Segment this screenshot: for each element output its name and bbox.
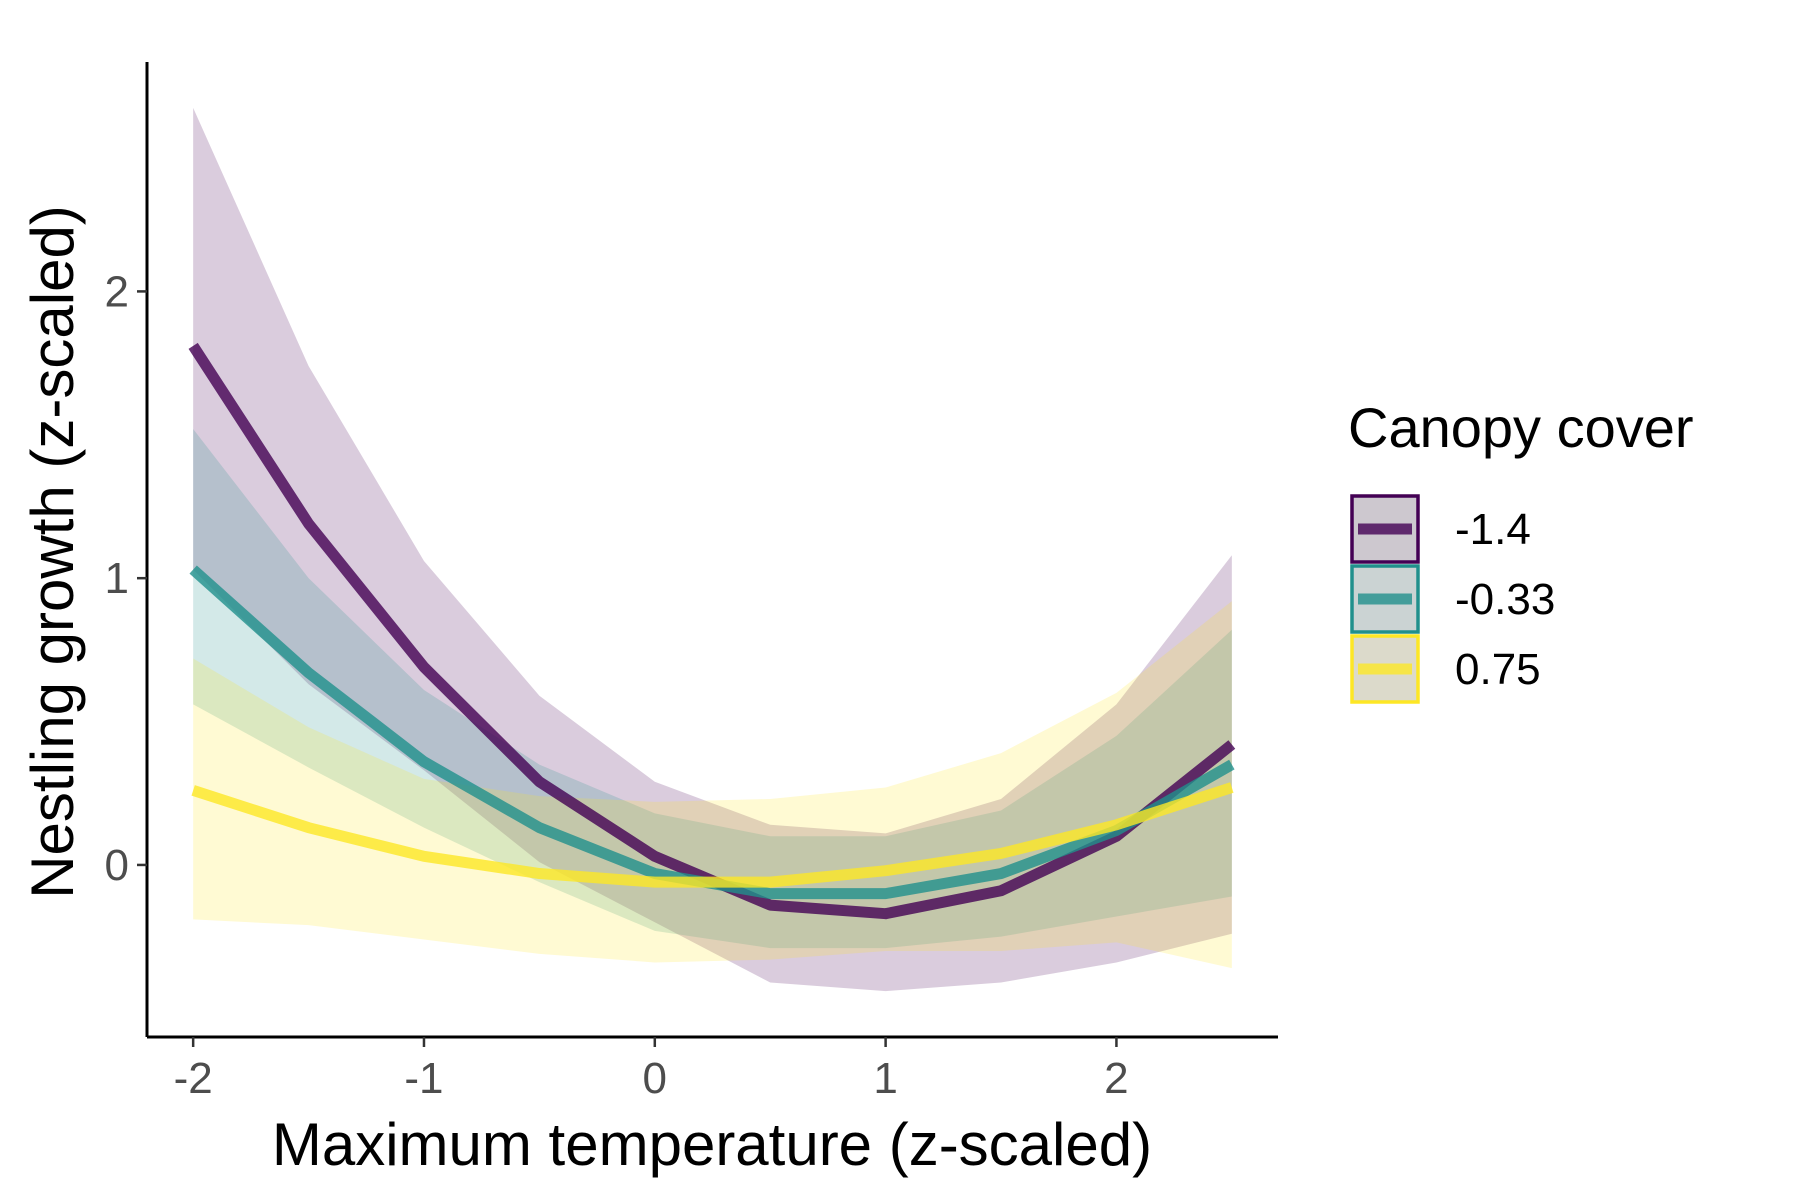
x-tick-label: -1 bbox=[404, 1054, 443, 1103]
legend-label: 0.75 bbox=[1455, 645, 1541, 694]
x-tick-label: 2 bbox=[1104, 1054, 1128, 1103]
y-tick-label: 2 bbox=[105, 267, 129, 316]
legend: Canopy cover -1.4 -0.33 0.75 bbox=[1348, 396, 1694, 704]
y-axis-title: Nestling growth (z-scaled) bbox=[19, 205, 86, 899]
series-line-3 bbox=[191, 782, 1234, 888]
ticks: -2 -1 0 1 2 0 1 2 bbox=[105, 267, 1129, 1103]
plot-area bbox=[188, 107, 1236, 992]
x-tick-label: 0 bbox=[643, 1054, 667, 1103]
legend-item-3: 0.75 bbox=[1350, 634, 1541, 704]
confidence-band-2 bbox=[193, 429, 1232, 949]
y-tick-label: 0 bbox=[105, 841, 129, 890]
legend-title: Canopy cover bbox=[1348, 396, 1694, 459]
x-tick-label: 1 bbox=[873, 1054, 897, 1103]
legend-label: -1.4 bbox=[1455, 505, 1531, 554]
legend-item-2: -0.33 bbox=[1350, 564, 1555, 634]
legend-label: -0.33 bbox=[1455, 575, 1555, 624]
legend-item-1: -1.4 bbox=[1350, 494, 1531, 564]
x-tick-label: -2 bbox=[174, 1054, 213, 1103]
y-tick-label: 1 bbox=[105, 554, 129, 603]
axes bbox=[145, 62, 1278, 1039]
x-axis-title: Maximum temperature (z-scaled) bbox=[272, 1111, 1152, 1178]
confidence-band-1 bbox=[193, 107, 1232, 992]
